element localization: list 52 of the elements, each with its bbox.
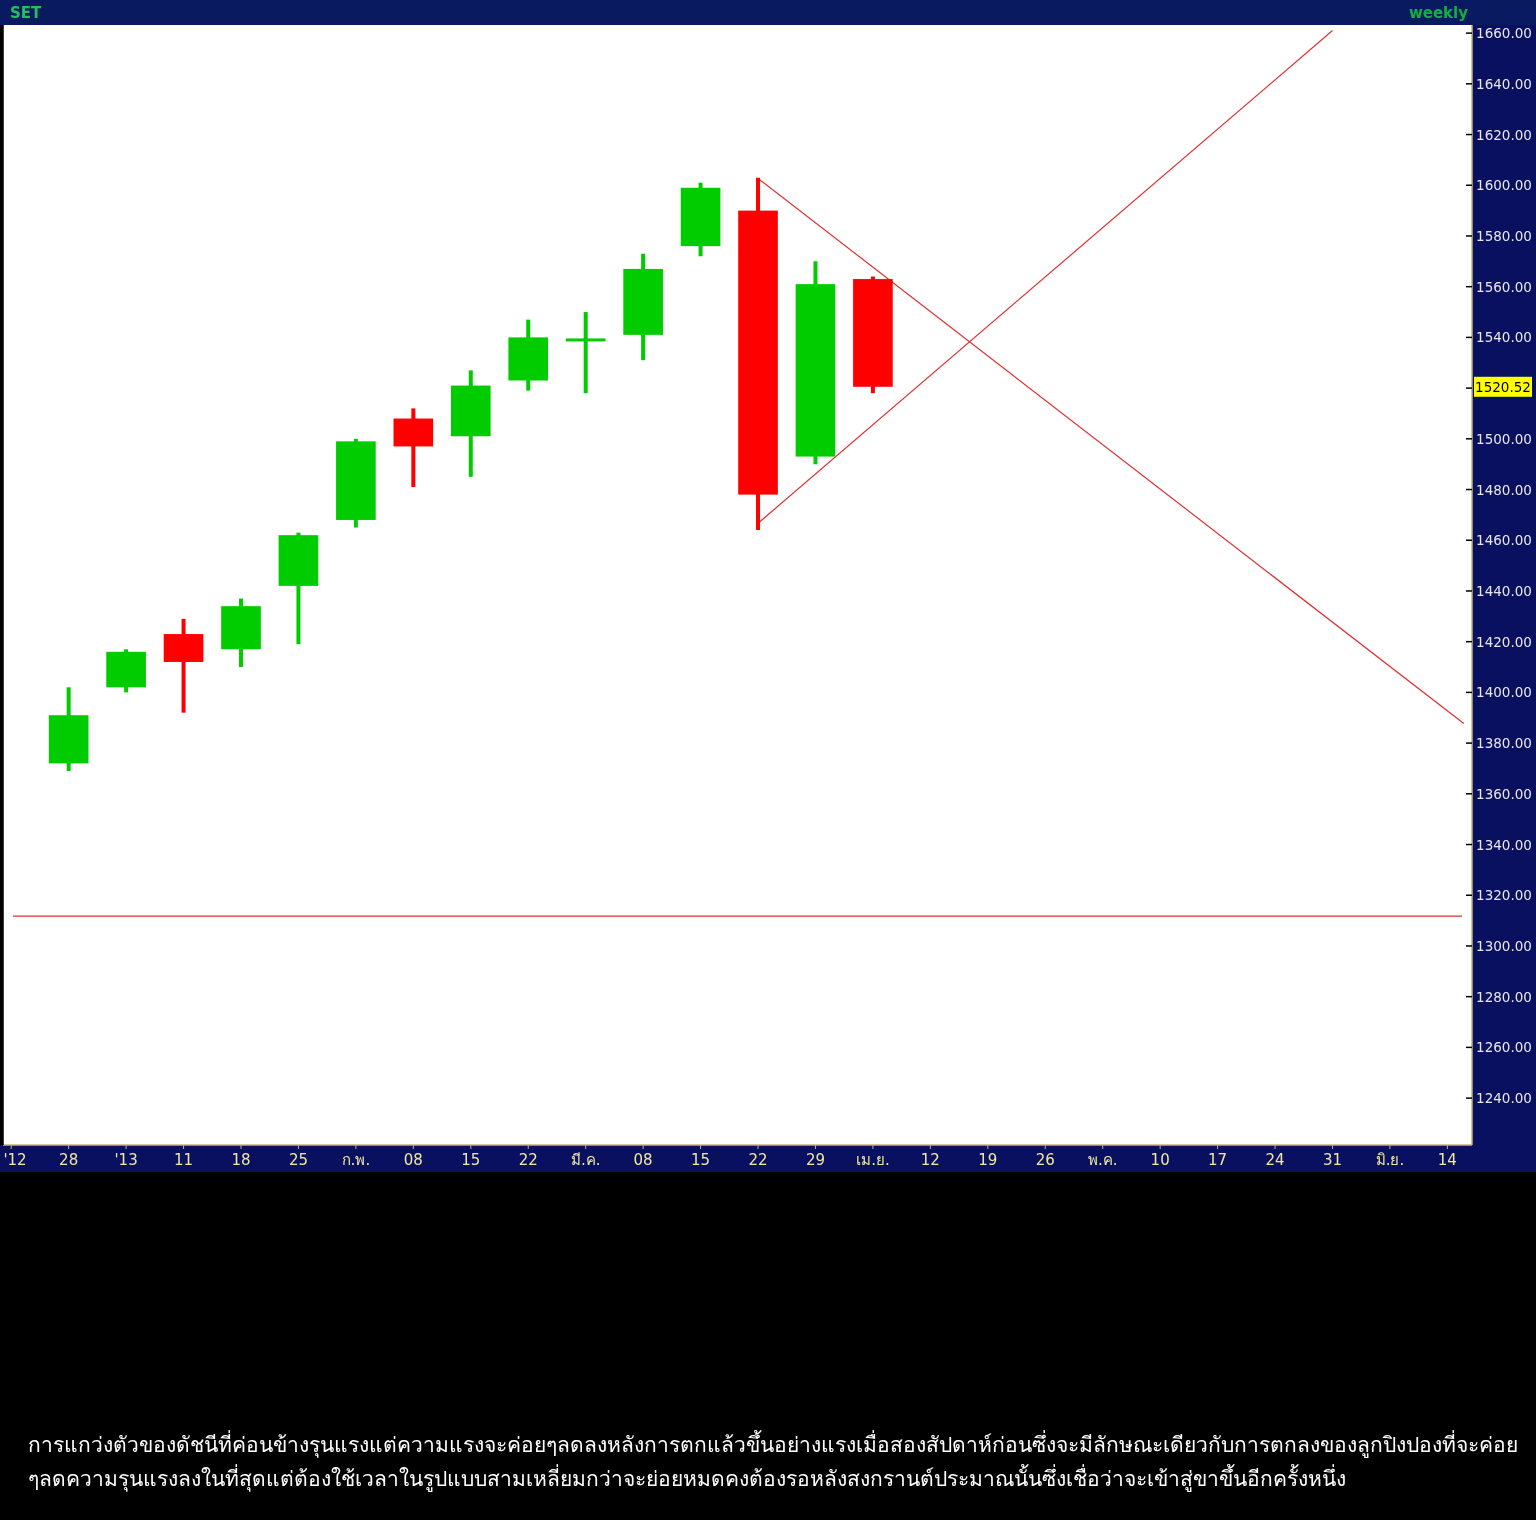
y-tick-label: 1280.00 — [1476, 988, 1532, 1005]
x-tick-label: 08 — [633, 1151, 653, 1169]
y-tick-label: 1500.00 — [1476, 430, 1532, 447]
y-tick-label: 1480.00 — [1476, 481, 1532, 498]
x-tick-label: 25 — [288, 1151, 308, 1169]
x-tick-label: 24 — [1265, 1151, 1285, 1169]
x-tick-label: 22 — [748, 1151, 768, 1169]
candlestick — [565, 312, 606, 394]
x-tick-label: 10 — [1150, 1151, 1170, 1169]
y-tick-label: 1560.00 — [1476, 278, 1532, 295]
chart-subtitle: weekly — [1408, 4, 1469, 22]
y-tick-label: 1600.00 — [1476, 177, 1532, 194]
x-tick-label: 31 — [1322, 1151, 1343, 1169]
x-tick-label: 15 — [461, 1151, 481, 1169]
x-tick-label: '12 — [3, 1151, 27, 1169]
chart-title: SET — [10, 4, 43, 22]
x-tick-label: 19 — [978, 1151, 998, 1169]
x-tick-label: 15 — [691, 1151, 711, 1169]
y-tick-label: 1260.00 — [1476, 1039, 1532, 1056]
x-tick-label: 11 — [174, 1151, 194, 1169]
x-tick-label: 14 — [1437, 1151, 1457, 1169]
y-tick-label: 1340.00 — [1476, 836, 1532, 853]
y-tick-label: 1620.00 — [1476, 126, 1532, 143]
x-tick-label: 17 — [1208, 1151, 1228, 1169]
text: 1520.52 — [1475, 378, 1531, 395]
x-tick-label: 08 — [403, 1151, 423, 1169]
x-tick-label: 26 — [1035, 1151, 1055, 1169]
x-tick-label: 28 — [59, 1151, 79, 1169]
y-tick-label: 1400.00 — [1476, 684, 1532, 701]
y-tick-label: 1460.00 — [1476, 532, 1532, 549]
y-tick-label: 1300.00 — [1476, 937, 1532, 954]
y-tick-label: 1540.00 — [1476, 329, 1532, 346]
y-tick-label: 1240.00 — [1476, 1090, 1532, 1107]
y-tick-label: 1440.00 — [1476, 582, 1532, 599]
x-tick-label: 12 — [920, 1151, 940, 1169]
y-tick-label: 1360.00 — [1476, 785, 1532, 802]
y-tick-label: 1380.00 — [1476, 735, 1532, 752]
text: การแกว่งตัวของดัชนีที่ค่อนข้างรุนแรงแต่ความแรงจะค่อยๆลดลงหลังการตกแล้วขึ้นอย่างแรงเมื่อสองสัปดาห์ก่อนซึ่งจะมีลักษณะเดียวกับการตกลงของลูกปิงปองที่จะค่อยๆลดความรุนแรงลงในที่สุดแต่ต้องใช้เวลาในรูปแบบสามเหลี่ยมกว่าจะย่อยหมดคงต้องรอหลังสงกรานต์ประมาณนั้นซึ่งเชื่อว่าจะเข้าสู่ขาขึ้นอีกครั้งหนึ่ง — [28, 1429, 1518, 1494]
y-tick-label: 1420.00 — [1476, 633, 1532, 650]
y-tick-label: 1660.00 — [1476, 25, 1532, 42]
x-tick-label: เม.ย. — [856, 1151, 890, 1169]
x-tick-label: 29 — [805, 1151, 826, 1169]
x-tick-label: มี.ค. — [570, 1151, 601, 1169]
y-tick-label: 1640.00 — [1476, 75, 1532, 92]
y-tick-label: 1320.00 — [1476, 887, 1532, 904]
x-tick-label: '13 — [114, 1151, 138, 1169]
x-tick-label: 22 — [518, 1151, 538, 1169]
x-tick-label: พ.ค. — [1087, 1151, 1118, 1169]
x-tick-label: มิ.ย. — [1375, 1151, 1405, 1169]
x-tick-label: ก.พ. — [341, 1151, 371, 1169]
x-tick-label: 18 — [231, 1151, 251, 1169]
y-tick-label: 1580.00 — [1476, 227, 1532, 244]
